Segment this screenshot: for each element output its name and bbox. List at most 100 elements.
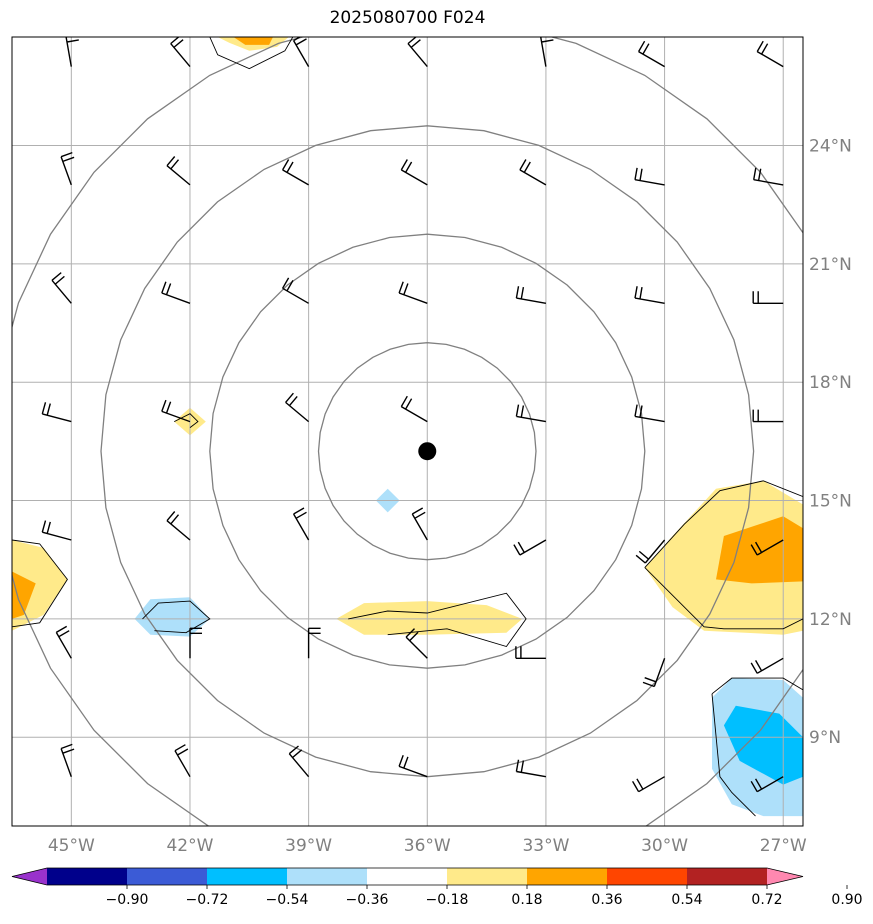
lat-tick-label: 12°N [809,610,852,630]
contour-outlines [12,37,803,817]
wind-barb [513,539,547,556]
wind-barb [637,40,665,68]
colorbar-segment [47,868,128,885]
wind-barb [750,539,784,556]
wind-barb [634,167,665,186]
colorbar-segment [527,868,608,885]
lat-tick-label: 9°N [809,728,841,748]
wind-barb [515,404,547,423]
wind-barb [411,507,428,541]
map-title: 2025080700 F024 [329,8,486,28]
colorbar-segment [607,868,688,885]
colorbar-segment [127,868,208,885]
colorbar-tick-label: 0.90 [831,892,862,908]
colorbar: −0.90 −0.72 −0.54 −0.36 −0.18 0.18 0.36 0.54 0.7… [11,867,863,908]
wind-barb [189,627,202,659]
wind-barbs [41,37,784,793]
contour-fills [12,37,803,817]
colorbar-tick-label: 0.36 [591,892,622,908]
wind-barb [753,167,784,186]
wind-barb [400,159,428,186]
colorbar-tick-label: 0.72 [751,892,782,908]
wind-barb [281,277,309,304]
range-ring [100,125,755,778]
colorbar-segment [447,868,528,885]
contour-line-2 [12,539,68,628]
lat-tick-label: 15°N [809,492,852,512]
range-ring [209,233,646,669]
lat-tick-label: 21°N [809,255,852,275]
colorbar-outline [11,867,804,886]
wind-barb [307,627,321,659]
colorbar-tick-label: −0.18 [426,892,469,908]
colorbar-tick-label: −0.54 [266,892,309,908]
wind-barb [405,628,428,659]
wind-barb [407,37,428,68]
wind-barb [519,159,547,186]
contour-line-0 [209,37,294,70]
storm-center-dot [418,442,437,461]
range-rings [12,37,803,826]
lon-tick-label: 33°W [522,836,569,856]
wind-barb [285,392,310,423]
contour-line-3 [142,600,211,634]
wind-barb [400,395,428,423]
range-ring [317,342,537,561]
contour-line-7 [711,677,803,695]
colorbar-tick-label: 0.54 [671,892,702,908]
contour-line-4 [348,592,527,648]
lon-tick-label: 45°W [48,836,95,856]
wind-barb [292,507,310,541]
longitude-tick-labels: 45°W 42°W 39°W 36°W 33°W 30°W 27°W [48,836,807,856]
wind-barb [750,657,784,674]
lon-tick-label: 36°W [404,836,451,856]
colorbar-tick-label: −0.72 [186,892,229,908]
lat-tick-label: 18°N [809,373,852,393]
contour-line-6 [644,567,803,630]
wind-barb [65,37,79,67]
wind-barb [41,520,72,541]
colorbar-segment [287,868,368,885]
lat-tick-label: 24°N [809,136,852,156]
wind-barb [515,646,546,659]
wind-barb [161,399,191,423]
lon-tick-label: 42°W [166,836,213,856]
lat-lon-grid [12,37,803,826]
wind-barb [166,156,191,186]
contour-fill-5 [12,571,36,619]
wind-barb [634,286,665,304]
colorbar-segment [367,868,448,885]
wind-barb [288,745,310,778]
wind-barb [752,291,784,304]
contour-fill-7 [336,601,523,635]
wind-barb [55,625,72,659]
contour-fill-6 [134,597,210,637]
wind-barb [281,159,309,186]
storm-center [418,442,437,461]
wind-barb [174,744,191,778]
range-ring [12,37,803,826]
colorbar-tick-label: 0.18 [511,892,542,908]
colorbar-segment [207,868,288,885]
wind-barb [51,272,72,304]
lon-tick-label: 30°W [641,836,688,856]
colorbar-extend-high [767,868,803,885]
wind-barb [60,151,75,186]
wind-barb [750,776,784,793]
contour-line-8 [711,693,756,817]
plot-frame [11,36,804,827]
wind-barb [166,511,191,541]
wind-barb [41,402,72,423]
wind-barb [634,404,665,423]
wind-barb [161,281,191,304]
colorbar-extend-low [12,868,47,885]
wind-barb [642,658,666,688]
wind-barb [631,776,665,793]
wind-barb [756,40,784,68]
wind-barb [398,754,428,778]
contour-fill-1 [233,37,273,45]
colorbar-tick-label: −0.90 [106,892,149,908]
wind-barb [60,743,75,777]
